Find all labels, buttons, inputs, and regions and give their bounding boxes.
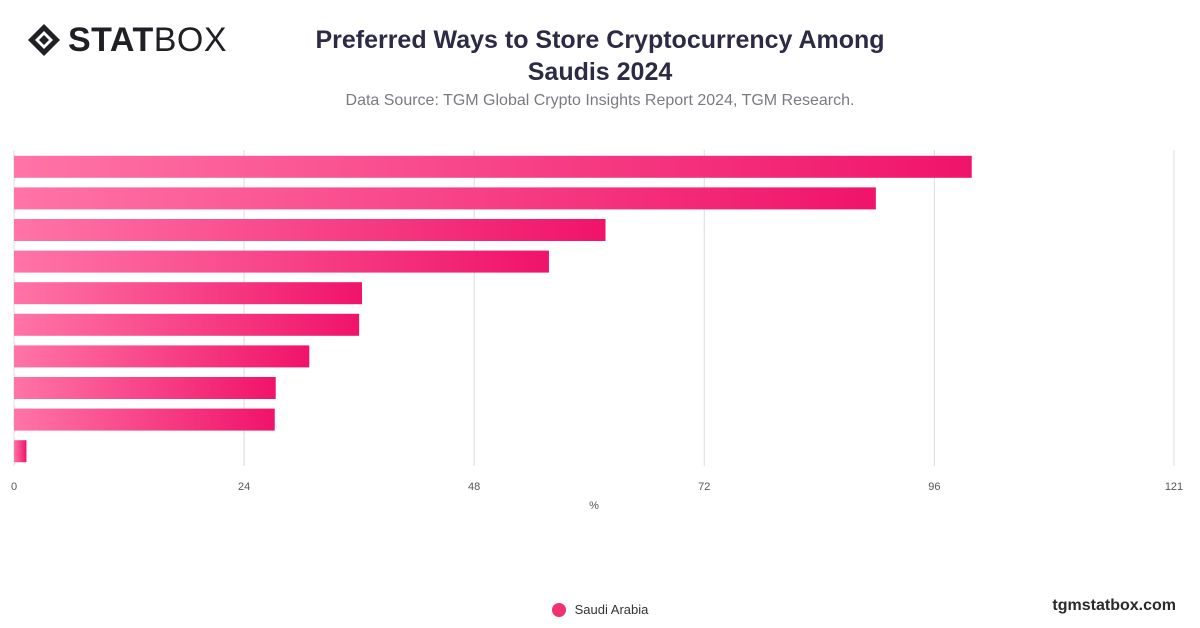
bar <box>14 313 360 336</box>
legend-marker <box>551 602 566 617</box>
bar <box>14 377 276 399</box>
x-tick-label: 72 <box>698 481 710 493</box>
bar <box>14 219 606 241</box>
x-tick-label: 48 <box>468 481 480 493</box>
chart-title: Preferred Ways to Store Cryptocurrency A… <box>315 26 885 86</box>
statbox-logo: STATBOX <box>26 22 227 58</box>
bar <box>14 408 275 431</box>
bar <box>14 282 362 305</box>
chart-subtitle: Data Source: TGM Global Crypto Insights … <box>345 92 855 109</box>
x-tick-label: 121 <box>1165 481 1183 493</box>
x-tick-label: 0 <box>11 481 17 493</box>
logo-text: STATBOX <box>68 21 228 59</box>
diamond-logo-icon <box>28 24 60 56</box>
x-tick-label: 96 <box>928 481 940 493</box>
x-tick-label: 24 <box>238 481 250 493</box>
legend-label: Saudi Arabia <box>574 602 649 617</box>
bar <box>14 440 27 463</box>
bar <box>14 250 549 273</box>
legend[interactable]: Saudi Arabia <box>0 602 1200 617</box>
site-url[interactable]: tgmstatbox.com <box>1052 597 1176 614</box>
bar <box>14 345 310 368</box>
x-axis-label: % <box>589 500 599 512</box>
bar <box>14 155 972 178</box>
bar <box>14 187 876 210</box>
